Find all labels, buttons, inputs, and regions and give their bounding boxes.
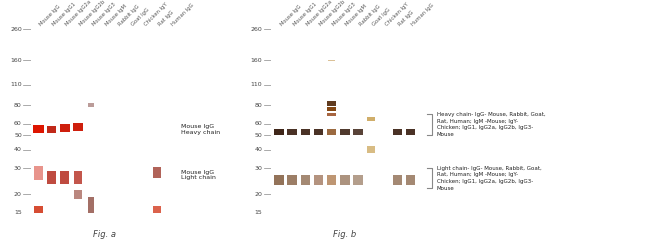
Bar xyxy=(73,171,83,184)
Bar xyxy=(73,123,83,131)
Bar xyxy=(274,129,284,135)
Bar xyxy=(34,206,44,219)
Bar xyxy=(60,124,70,132)
Text: 160: 160 xyxy=(251,58,263,63)
Bar xyxy=(47,126,56,133)
Bar xyxy=(353,129,363,135)
Text: Mouse IgG2a: Mouse IgG2a xyxy=(65,0,92,27)
Text: Goat IgG: Goat IgG xyxy=(131,7,150,27)
Text: Mouse IgG2b: Mouse IgG2b xyxy=(318,0,346,27)
Bar xyxy=(33,125,44,133)
Bar xyxy=(327,107,337,111)
Text: Light chain- IgG- Mouse, Rabbit, Goat,
Rat, Human; IgM -Mouse; IgY-
Chicken; IgG: Light chain- IgG- Mouse, Rabbit, Goat, R… xyxy=(437,166,541,191)
Text: Mouse IgG
Light chain: Mouse IgG Light chain xyxy=(181,170,216,181)
Text: Rabbit IgG: Rabbit IgG xyxy=(358,4,381,27)
Bar xyxy=(274,175,284,185)
Text: Chicken IgY: Chicken IgY xyxy=(384,1,410,27)
Text: Human IgG: Human IgG xyxy=(170,2,194,27)
Text: 110: 110 xyxy=(10,82,22,87)
Bar xyxy=(287,175,297,185)
Text: 50: 50 xyxy=(14,133,22,138)
Text: Mouse IgG3: Mouse IgG3 xyxy=(91,1,116,27)
Text: 60: 60 xyxy=(255,121,263,126)
Text: Goat IgG: Goat IgG xyxy=(371,7,391,27)
Bar xyxy=(393,175,402,185)
Text: Mouse IgG3: Mouse IgG3 xyxy=(332,1,357,27)
Bar xyxy=(287,129,297,135)
Text: Heavy chain- IgG- Mouse, Rabbit, Goat,
Rat, Human; IgM -Mouse; IgY-
Chicken; IgG: Heavy chain- IgG- Mouse, Rabbit, Goat, R… xyxy=(437,112,545,137)
Text: 50: 50 xyxy=(255,133,263,138)
Text: Chicken IgY: Chicken IgY xyxy=(144,1,169,27)
Bar xyxy=(327,175,337,185)
Text: Mouse IgG: Mouse IgG xyxy=(38,4,62,27)
Bar xyxy=(73,189,83,199)
Bar xyxy=(314,175,323,185)
Bar xyxy=(60,171,70,184)
Text: Mouse IgG1: Mouse IgG1 xyxy=(52,1,77,27)
Text: 40: 40 xyxy=(254,147,263,152)
Text: 110: 110 xyxy=(251,82,263,87)
Text: Mouse IgG: Mouse IgG xyxy=(279,4,302,27)
Bar xyxy=(300,129,310,135)
Bar xyxy=(406,129,415,135)
Bar xyxy=(393,129,402,135)
Text: 15: 15 xyxy=(255,211,263,215)
Text: Rabbit IgG: Rabbit IgG xyxy=(118,4,140,27)
Bar xyxy=(153,167,161,179)
Text: Mouse IgG
Heavy chain: Mouse IgG Heavy chain xyxy=(181,124,220,135)
Bar xyxy=(34,166,44,180)
Bar xyxy=(340,129,350,135)
Text: Mouse IgG2a: Mouse IgG2a xyxy=(306,0,333,27)
Bar xyxy=(327,101,337,106)
Bar xyxy=(88,197,94,212)
Text: 20: 20 xyxy=(254,192,263,197)
Bar xyxy=(406,175,415,185)
Bar xyxy=(367,146,375,153)
Bar xyxy=(367,117,375,121)
Bar xyxy=(88,103,94,107)
Text: Mouse IgM: Mouse IgM xyxy=(344,3,368,27)
Bar xyxy=(300,175,310,185)
Text: Human IgG: Human IgG xyxy=(411,2,435,27)
Text: 40: 40 xyxy=(14,147,22,152)
Bar xyxy=(327,129,337,135)
Text: Fig. b: Fig. b xyxy=(333,230,356,239)
Text: 160: 160 xyxy=(10,58,22,63)
Bar xyxy=(327,113,337,116)
Bar xyxy=(328,60,335,61)
Text: 60: 60 xyxy=(14,121,22,126)
Text: 15: 15 xyxy=(14,211,22,215)
Bar xyxy=(353,175,363,185)
Bar xyxy=(314,129,323,135)
Bar xyxy=(340,175,350,185)
Text: 260: 260 xyxy=(10,27,22,31)
Text: Mouse IgG1: Mouse IgG1 xyxy=(292,1,318,27)
Text: Fig. a: Fig. a xyxy=(93,230,116,239)
Text: 20: 20 xyxy=(14,192,22,197)
Text: 30: 30 xyxy=(254,166,263,171)
Text: 30: 30 xyxy=(14,166,22,171)
Text: Mouse IgM: Mouse IgM xyxy=(104,3,127,27)
Bar xyxy=(153,206,161,219)
Text: Rat IgG: Rat IgG xyxy=(157,9,174,27)
Bar xyxy=(47,171,56,184)
Text: 80: 80 xyxy=(255,103,263,107)
Text: 80: 80 xyxy=(14,103,22,107)
Text: 260: 260 xyxy=(250,27,263,31)
Text: Mouse IgG2b: Mouse IgG2b xyxy=(78,0,106,27)
Text: Rat IgG: Rat IgG xyxy=(397,9,415,27)
